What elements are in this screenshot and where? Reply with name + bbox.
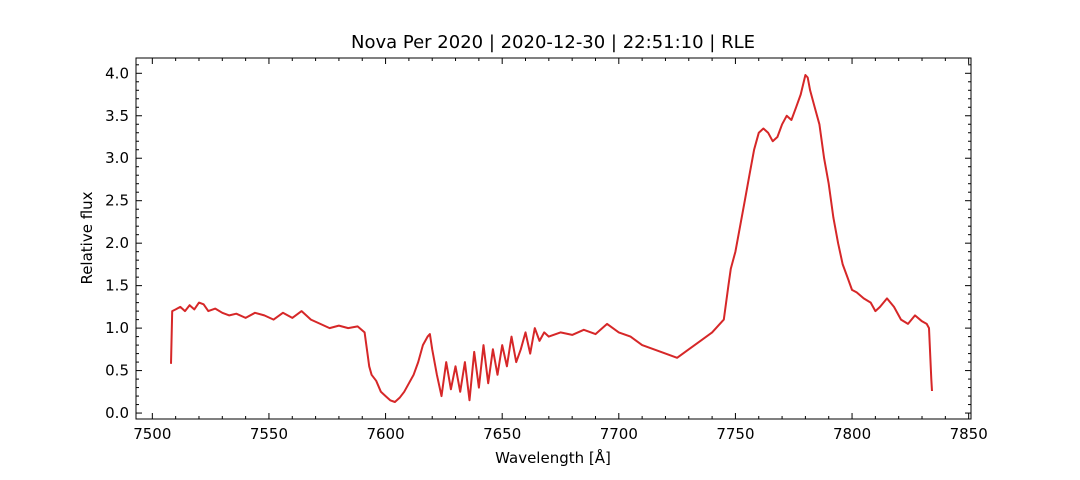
x-tick-label: 7550 bbox=[250, 425, 288, 443]
x-tick-label: 7500 bbox=[133, 425, 171, 443]
y-tick-label: 2.0 bbox=[105, 234, 129, 252]
y-tick-label: 0.0 bbox=[105, 404, 129, 422]
x-tick-label: 7800 bbox=[833, 425, 871, 443]
y-axis-title: Relative flux bbox=[78, 191, 96, 284]
y-tick-label: 1.5 bbox=[105, 277, 129, 295]
y-tick-label: 3.5 bbox=[105, 107, 129, 125]
x-tick-label: 7650 bbox=[483, 425, 521, 443]
x-tick-label: 7850 bbox=[950, 425, 988, 443]
x-tick-label: 7750 bbox=[716, 425, 754, 443]
spectrum-line bbox=[170, 74, 933, 403]
y-tick-label: 0.5 bbox=[105, 362, 129, 380]
y-tick-label: 3.0 bbox=[105, 149, 129, 167]
x-tick-label: 7700 bbox=[600, 425, 638, 443]
y-tick-label: 1.0 bbox=[105, 319, 129, 337]
y-tick-label: 4.0 bbox=[105, 64, 129, 82]
plot-frame bbox=[135, 57, 972, 420]
y-tick-label: 2.5 bbox=[105, 192, 129, 210]
x-axis-title: Wavelength [Å] bbox=[495, 448, 611, 467]
chart-title: Nova Per 2020 | 2020-12-30 | 22:51:10 | … bbox=[351, 32, 755, 53]
x-tick-label: 7600 bbox=[366, 425, 404, 443]
x-axis-ticks: 7500 7550 7600 7650 7700 7750 7800 7850 bbox=[133, 58, 988, 443]
